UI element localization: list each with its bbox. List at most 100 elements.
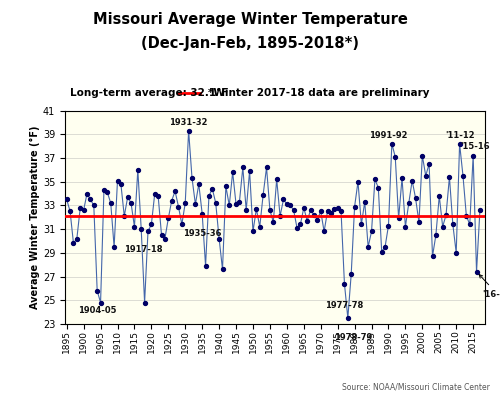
Point — [70, 240, 78, 246]
Point — [310, 212, 318, 218]
Point — [100, 187, 108, 193]
Point — [130, 224, 138, 230]
Point — [293, 225, 301, 231]
Text: 1917-18: 1917-18 — [124, 245, 162, 254]
Point — [422, 173, 430, 179]
Point — [249, 228, 257, 235]
Text: 1991-92: 1991-92 — [369, 131, 408, 139]
Point — [236, 199, 244, 205]
Point — [171, 188, 179, 194]
Point — [330, 206, 338, 212]
Point — [327, 209, 335, 216]
Text: '15-16: '15-16 — [460, 143, 490, 152]
Point — [388, 141, 396, 147]
Text: (Dec-Jan-Feb, 1895-2018*): (Dec-Jan-Feb, 1895-2018*) — [141, 36, 359, 51]
Point — [415, 219, 423, 225]
Point — [212, 200, 220, 206]
Point — [83, 190, 91, 197]
Point — [347, 271, 355, 277]
Point — [110, 244, 118, 250]
Point — [90, 202, 98, 209]
Point — [459, 173, 467, 179]
Point — [476, 207, 484, 213]
Point — [442, 212, 450, 218]
Point — [218, 266, 226, 273]
Point — [270, 219, 278, 225]
Point — [93, 288, 101, 294]
Point — [466, 221, 474, 228]
Point — [314, 216, 322, 223]
Point — [374, 184, 382, 191]
Point — [168, 198, 175, 204]
Point — [120, 213, 128, 219]
Point — [124, 194, 132, 200]
Point — [280, 196, 287, 203]
Point — [276, 213, 284, 219]
Text: *Winter 2017-18 data are preliminary: *Winter 2017-18 data are preliminary — [208, 88, 429, 98]
Point — [184, 128, 192, 134]
Text: 1904-05: 1904-05 — [78, 306, 116, 315]
Point — [144, 228, 152, 235]
Text: Source: NOAA/Missouri Climate Center: Source: NOAA/Missouri Climate Center — [342, 382, 490, 391]
Point — [259, 192, 267, 198]
Point — [456, 141, 464, 147]
Point — [154, 193, 162, 199]
Point — [286, 202, 294, 209]
Point — [320, 228, 328, 235]
Point — [316, 208, 324, 214]
Text: 1931-32: 1931-32 — [170, 118, 208, 127]
Point — [80, 207, 88, 213]
Point — [215, 235, 223, 242]
Point — [158, 232, 166, 238]
Point — [117, 181, 125, 187]
Point — [202, 263, 209, 269]
Point — [368, 228, 376, 235]
Point — [114, 177, 122, 184]
Point — [161, 235, 169, 242]
Point — [188, 175, 196, 181]
Point — [198, 211, 206, 217]
Point — [378, 248, 386, 255]
Text: '16-17: '16-17 — [479, 275, 500, 299]
Point — [337, 208, 345, 214]
Point — [272, 176, 280, 182]
Point — [134, 167, 142, 173]
Point — [62, 196, 70, 203]
Point — [222, 183, 230, 190]
Y-axis label: Average Winter Temperature (°F): Average Winter Temperature (°F) — [30, 126, 40, 309]
Point — [436, 193, 444, 199]
Point — [361, 199, 369, 205]
Point — [334, 205, 342, 211]
Point — [384, 222, 392, 229]
Point — [358, 221, 366, 228]
Point — [266, 207, 274, 213]
Point — [408, 177, 416, 184]
Point — [66, 208, 74, 214]
Text: Long-term average: 32.1°F: Long-term average: 32.1°F — [70, 88, 228, 98]
Point — [296, 221, 304, 228]
Point — [438, 224, 446, 230]
Point — [96, 299, 104, 306]
Point — [412, 195, 420, 201]
Point — [402, 224, 409, 230]
Text: Missouri Average Winter Temperature: Missouri Average Winter Temperature — [92, 12, 407, 27]
Point — [232, 201, 240, 207]
Point — [350, 203, 358, 210]
Text: 1977-78: 1977-78 — [326, 301, 364, 310]
Text: '11-12: '11-12 — [445, 131, 474, 139]
Point — [391, 154, 399, 160]
Point — [164, 215, 172, 222]
Point — [239, 164, 247, 171]
Point — [300, 205, 308, 211]
Point — [127, 200, 135, 206]
Point — [462, 213, 470, 219]
Point — [174, 203, 182, 210]
Point — [106, 200, 114, 206]
Point — [246, 168, 254, 174]
Point — [472, 269, 480, 275]
Point — [148, 221, 156, 228]
Point — [76, 205, 84, 211]
Point — [405, 200, 413, 206]
Point — [344, 315, 352, 321]
Point — [398, 175, 406, 181]
